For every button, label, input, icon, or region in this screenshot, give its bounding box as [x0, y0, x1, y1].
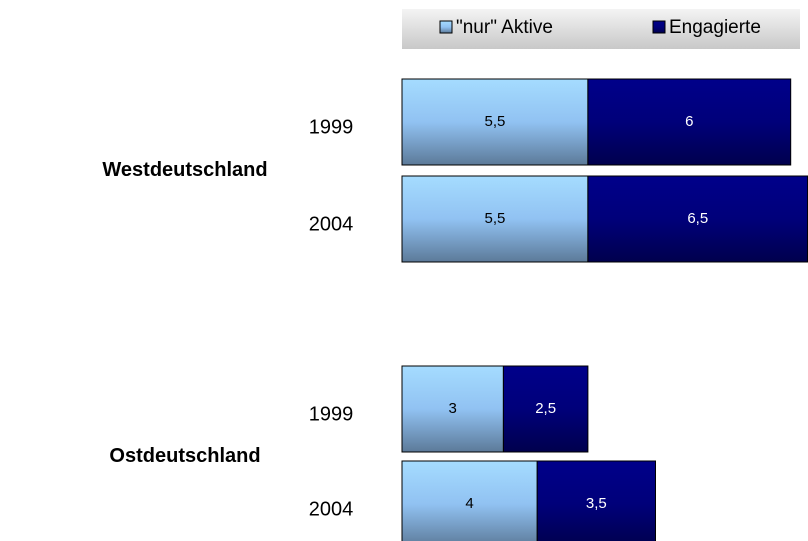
value-label: 5,5: [485, 210, 506, 227]
bar-segment: [502, 365, 589, 453]
legend-label: "nur" Aktive: [456, 17, 553, 38]
legend-swatch: [439, 20, 453, 34]
bar-segment: [401, 78, 589, 166]
legend-swatch: [652, 20, 666, 34]
bar-segment: [587, 78, 792, 166]
legend-label: Engagierte: [669, 17, 761, 38]
group-label: Westdeutschland: [102, 159, 267, 181]
category-label: 2004: [309, 498, 354, 520]
value-label: 2,5: [535, 400, 556, 417]
group-label: Ostdeutschland: [109, 445, 260, 467]
bar-segment: [536, 460, 657, 541]
value-label: 6: [685, 113, 693, 130]
category-label: 1999: [309, 116, 354, 138]
bar-segment: [587, 175, 808, 263]
value-label: 4: [465, 495, 473, 512]
bar-segment: [401, 460, 538, 541]
value-label: 3: [449, 400, 457, 417]
value-label: 3,5: [586, 495, 607, 512]
bar-segment: [401, 365, 504, 453]
legend-box: [402, 9, 800, 49]
bar-segment: [401, 175, 589, 263]
category-label: 1999: [309, 403, 354, 425]
value-label: 6,5: [687, 210, 708, 227]
category-label: 2004: [309, 213, 354, 235]
value-label: 5,5: [485, 113, 506, 130]
